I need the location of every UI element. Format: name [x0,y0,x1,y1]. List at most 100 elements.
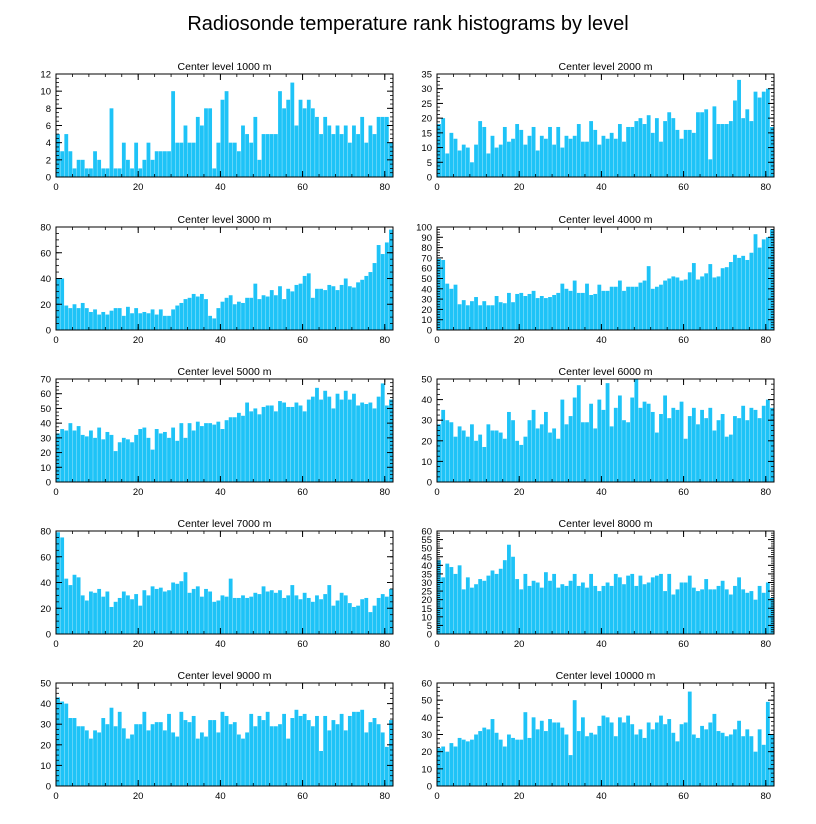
y-tick-label: 25 [421,99,432,110]
histogram-bar [364,404,369,482]
histogram-bar [659,141,663,177]
histogram-bar [76,577,81,634]
x-tick-label: 40 [596,335,607,346]
histogram-bar [183,125,188,177]
panel-title: Center level 4000 m [559,214,653,226]
x-tick-label: 80 [379,335,390,346]
histogram-bar [498,302,503,330]
histogram-bar [68,308,73,330]
histogram-bar [286,406,291,482]
y-tick-label: 0 [46,326,51,337]
histogram-bar [474,584,478,634]
histogram-bar [257,594,262,634]
histogram-bar [315,116,319,177]
histogram-bar [737,418,741,482]
histogram-bar [741,405,746,482]
histogram-bar [64,430,69,482]
y-tick-label: 40 [40,419,51,430]
histogram-bar [687,575,692,634]
histogram-bar [273,295,278,330]
histogram-bar [138,605,143,634]
histogram-bar [552,722,557,786]
histogram-bar [531,717,536,786]
histogram-bar [457,150,462,177]
histogram-bar [646,582,651,634]
y-tick-label: 60 [40,248,51,259]
histogram-bar [154,151,159,177]
y-tick-label: 20 [40,300,51,311]
histogram-bar [502,438,507,482]
histogram-bar [167,315,171,330]
histogram-bar [171,91,176,177]
histogram-bar [539,424,544,482]
histogram-bar [527,293,532,330]
histogram-bar [352,606,356,634]
x-tick-label: 20 [514,791,525,802]
histogram-bar [617,577,622,634]
histogram-bar [380,732,385,786]
histogram-bar [232,597,237,634]
histogram-bar [626,575,631,634]
histogram-bar [257,299,262,330]
histogram-bar [175,305,180,330]
histogram-bar [282,108,286,177]
histogram-bar [626,286,631,330]
histogram-bar [535,729,540,786]
histogram-bar [461,739,466,786]
histogram-bar [552,144,557,177]
y-tick-label: 40 [421,713,432,724]
histogram-bar [445,283,450,330]
histogram-bar [236,597,241,634]
histogram-bar [502,126,507,177]
histogram-bar [257,414,262,482]
histogram-bar [507,734,511,786]
histogram-panel-5: Center level 5000 m 0 20 40 60 80 0 10 20 30 40 50 6… [40,366,394,498]
histogram-bar [749,407,754,482]
x-tick-label: 0 [53,791,58,802]
histogram-bar [286,738,291,786]
histogram-bar [490,430,495,482]
histogram-bar [298,599,303,634]
y-tick-label: 10 [421,457,432,468]
histogram-bar [576,731,581,786]
histogram-bar [461,430,466,482]
histogram-panel-1: Center level 1000 m 0 20 40 60 80 0 2 4 6 8 10 12 [40,61,394,193]
histogram-bar [249,297,254,330]
x-tick-label: 80 [760,639,771,650]
histogram-bar [64,305,69,330]
histogram-bar [761,592,766,634]
histogram-bar [502,560,507,634]
histogram-bar [310,396,315,482]
histogram-bar [191,588,196,634]
histogram-bar [544,298,548,330]
histogram-bar [183,720,188,786]
y-tick-label: 0 [427,478,432,489]
histogram-bar [315,595,319,635]
histogram-bar [597,144,602,177]
histogram-bar [560,147,565,177]
histogram-bar [465,147,470,177]
histogram-bar [765,582,770,634]
histogram-bar [445,563,450,634]
histogram-bar [208,423,213,482]
x-tick-label: 20 [133,791,144,802]
x-tick-label: 60 [297,335,308,346]
y-tick-label: 70 [421,253,432,264]
histogram-bar [757,247,762,330]
y-tick-label: 50 [421,544,432,555]
histogram-bar [339,284,344,330]
histogram-bar [253,116,258,177]
histogram-bar [212,318,217,330]
histogram-bar [389,399,393,482]
histogram-bar [356,134,360,177]
histogram-bar [97,732,102,786]
histogram-bar [486,153,491,177]
histogram-bar [261,586,266,634]
histogram-bar [236,734,241,786]
histogram-bar [617,280,622,330]
histogram-bar [265,296,270,330]
histogram-bar [708,159,713,177]
histogram-bar [261,720,266,786]
histogram-bar [449,288,454,330]
